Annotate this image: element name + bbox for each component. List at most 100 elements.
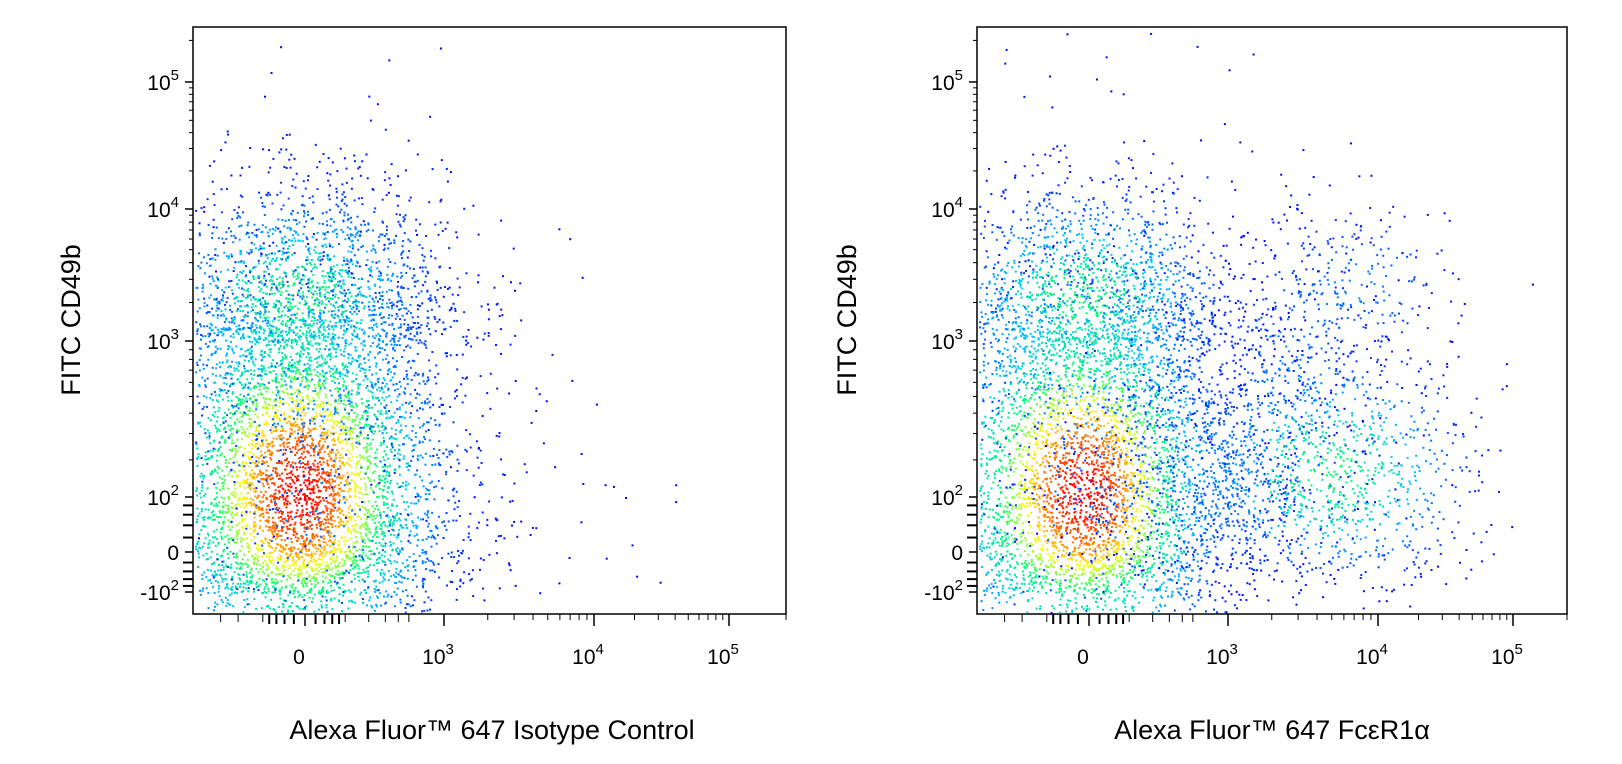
data-point: [363, 357, 366, 360]
data-point: [216, 454, 219, 457]
data-point: [323, 361, 326, 364]
data-point: [376, 388, 378, 391]
data-point: [362, 525, 365, 528]
data-point: [263, 352, 266, 354]
data-point: [393, 519, 396, 522]
data-point: [285, 343, 288, 346]
data-point: [229, 385, 231, 388]
data-point: [404, 518, 407, 521]
data-point: [294, 314, 297, 316]
data-point: [307, 324, 310, 327]
data-point: [349, 429, 352, 432]
data-point: [270, 362, 273, 365]
data-point: [253, 369, 256, 372]
data-point: [277, 530, 280, 533]
data-point: [347, 555, 350, 558]
data-point: [362, 601, 364, 604]
data-point: [264, 537, 267, 540]
data-point: [388, 368, 391, 371]
data-point: [351, 420, 354, 423]
data-point: [342, 490, 345, 492]
data-point: [267, 587, 270, 590]
data-point: [354, 502, 357, 505]
data-point: [357, 278, 360, 281]
data-point: [464, 377, 467, 380]
data-point: [270, 275, 273, 278]
data-point: [345, 482, 348, 485]
data-point: [323, 238, 326, 241]
data-point: [406, 378, 409, 380]
data-point: [258, 248, 260, 251]
data-point: [307, 427, 310, 430]
data-point: [324, 431, 327, 434]
data-point: [320, 448, 323, 451]
data-point: [322, 470, 325, 473]
data-point: [358, 327, 361, 330]
data-point: [382, 391, 385, 394]
data-point: [344, 523, 347, 526]
data-point: [373, 580, 375, 583]
data-point: [424, 590, 427, 593]
data-point: [334, 398, 337, 401]
data-point: [207, 592, 210, 595]
data-point: [451, 451, 454, 454]
data-point: [325, 377, 328, 380]
data-point: [274, 502, 276, 505]
data-point: [325, 552, 328, 555]
data-point: [334, 285, 337, 288]
data-point: [318, 554, 321, 557]
data-point: [279, 434, 282, 437]
data-point: [287, 461, 290, 464]
data-point: [216, 553, 219, 556]
data-point: [279, 385, 282, 388]
data-point: [396, 547, 399, 550]
data-point: [236, 512, 239, 515]
data-point: [242, 586, 245, 589]
data-point: [371, 297, 374, 300]
data-point: [299, 572, 302, 575]
data-point: [289, 447, 292, 450]
data-point: [382, 496, 385, 499]
data-point: [398, 393, 401, 396]
data-point: [371, 505, 374, 508]
data-point: [425, 538, 428, 541]
data-point: [236, 378, 239, 381]
data-point: [383, 469, 386, 471]
data-point: [308, 473, 311, 476]
data-point: [488, 553, 491, 556]
data-point: [242, 413, 245, 416]
data-point: [305, 508, 308, 510]
data-point: [329, 297, 332, 300]
data-point: [477, 466, 480, 469]
data-point: [388, 314, 391, 317]
data-point: [424, 463, 427, 466]
data-point: [270, 325, 273, 327]
data-point: [379, 573, 382, 576]
data-point: [350, 324, 353, 327]
data-point: [310, 502, 313, 505]
data-point: [372, 536, 375, 539]
data-point: [427, 536, 430, 538]
data-point: [290, 314, 293, 317]
data-point: [278, 511, 281, 514]
data-point: [360, 591, 363, 594]
data-point: [237, 430, 240, 432]
data-point: [318, 383, 321, 386]
data-point: [292, 590, 295, 593]
data-point: [399, 299, 402, 302]
data-point: [258, 326, 261, 329]
data-point: [393, 605, 396, 608]
data-point: [416, 544, 419, 547]
data-point: [229, 550, 232, 553]
data-point: [311, 535, 314, 537]
data-point: [214, 345, 217, 348]
data-point: [271, 333, 274, 336]
data-point: [312, 597, 315, 600]
data-point: [486, 518, 489, 521]
data-point: [279, 588, 282, 591]
data-point: [309, 380, 312, 383]
data-point: [389, 518, 392, 521]
data-point: [301, 444, 304, 446]
data-point: [261, 429, 264, 432]
data-point: [397, 420, 400, 423]
